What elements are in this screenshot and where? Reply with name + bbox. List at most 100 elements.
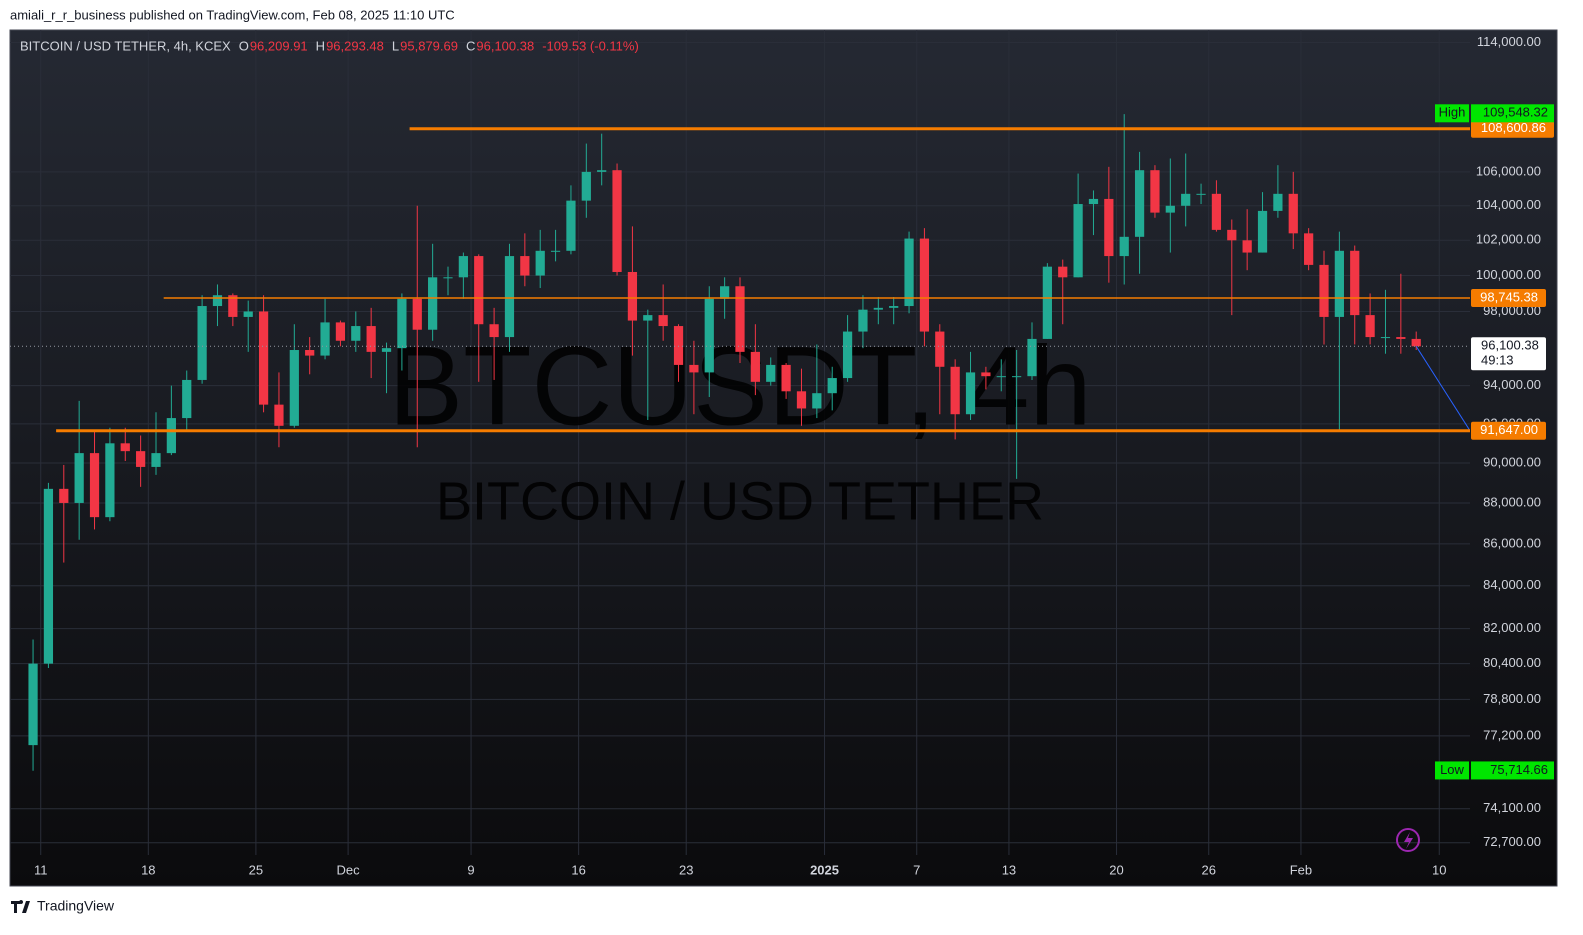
- trend-projection: [1415, 346, 1470, 431]
- candle-body: [1350, 250, 1360, 316]
- candle-body: [1334, 250, 1344, 317]
- y-tick-label: 90,000.00: [1483, 454, 1541, 469]
- candle-body: [166, 418, 176, 454]
- candle-body: [1227, 229, 1237, 241]
- candle-body: [1257, 210, 1268, 253]
- grid: [10, 30, 1470, 855]
- candle-body: [520, 256, 530, 276]
- level-box: [1471, 421, 1546, 440]
- countdown: 49:13: [1481, 353, 1514, 368]
- candle-body: [320, 322, 330, 356]
- range-value: 75,714.66: [1490, 762, 1548, 777]
- x-tick-label: 20: [1109, 862, 1123, 877]
- x-tick-label: 7: [913, 862, 920, 877]
- candle-body: [105, 443, 115, 518]
- candle-body: [335, 322, 346, 341]
- y-tick-label: 104,000.00: [1476, 197, 1541, 212]
- candle-body: [935, 331, 945, 367]
- candle-body: [766, 364, 776, 382]
- candle-body: [796, 391, 807, 409]
- candle-body: [1304, 233, 1314, 265]
- y-tick-label: 114,000.00: [1477, 34, 1541, 49]
- chart-pane: [9, 29, 1558, 887]
- candle-body: [1242, 240, 1252, 253]
- candle-body: [597, 170, 607, 172]
- range-value-box: [1471, 104, 1554, 123]
- legend: BITCOIN / USD TETHER, 4h, KCEX O 96,209.91…: [20, 38, 639, 53]
- alert-icon[interactable]: [1396, 828, 1420, 852]
- candle-body: [258, 311, 269, 405]
- candle-body: [428, 277, 438, 330]
- x-tick-label: 23: [679, 862, 693, 877]
- y-tick-label: 77,200.00: [1483, 727, 1541, 742]
- range-value: 109,548.32: [1483, 105, 1548, 120]
- y-tick-label: 106,000.00: [1476, 163, 1541, 178]
- candle-body: [120, 443, 130, 452]
- candle-body: [1012, 376, 1022, 378]
- candle-body: [381, 348, 392, 352]
- plot: [10, 114, 1470, 771]
- range-name: Low: [1440, 762, 1464, 777]
- y-tick-label: 72,700.00: [1483, 834, 1541, 849]
- candle-body: [197, 306, 207, 380]
- candle-body: [1119, 236, 1129, 257]
- y-tick-label: 80,400.00: [1483, 655, 1541, 670]
- x-tick-label: 25: [249, 862, 263, 877]
- legend-high-name: H: [316, 38, 325, 53]
- legend-open: 96,209.91: [250, 38, 308, 53]
- candle-body: [1042, 266, 1052, 339]
- price-axis: 114,000.00 106,000.00 104,000.00 102,000.00…: [1476, 34, 1541, 849]
- candle-body: [720, 286, 730, 299]
- legend-symbol: BITCOIN / USD TETHER, 4h, KCEX: [20, 38, 231, 53]
- x-tick-label: 13: [1002, 862, 1016, 877]
- legend-close-name: C: [466, 38, 475, 53]
- candle-body: [981, 372, 991, 377]
- candle-body: [889, 306, 899, 308]
- candle-body: [950, 366, 960, 415]
- candle-body: [136, 451, 146, 467]
- candle-body: [1288, 193, 1298, 234]
- alert-bolt: [1404, 832, 1413, 849]
- candle-body: [474, 256, 484, 325]
- candle-body: [151, 453, 161, 467]
- candle-body: [1073, 204, 1083, 278]
- range-name: High: [1439, 105, 1466, 120]
- y-tick-label: 82,000.00: [1483, 620, 1541, 635]
- candle-body: [535, 250, 545, 276]
- x-tick-label: 16: [571, 862, 585, 877]
- level-box: [1471, 288, 1546, 307]
- candle-body: [827, 378, 837, 394]
- candle-body: [1058, 266, 1068, 278]
- tv-logo: [11, 900, 30, 913]
- candle-body: [673, 326, 684, 365]
- candle-body: [228, 295, 238, 317]
- candle-body: [919, 238, 930, 332]
- candle-body: [1380, 337, 1391, 339]
- candle-body: [1196, 193, 1206, 195]
- candle-body: [458, 256, 468, 278]
- level-box: [1471, 119, 1554, 138]
- candle-body: [812, 393, 822, 409]
- candle-body: [781, 364, 791, 392]
- candle-body: [658, 315, 668, 327]
- candle-body: [366, 326, 376, 352]
- candle-body: [1396, 337, 1406, 339]
- footer-brand: TradingView: [37, 898, 115, 914]
- candle-body: [305, 350, 315, 356]
- candle-body: [1104, 198, 1114, 257]
- candle-body: [643, 315, 653, 321]
- x-tick-label: 18: [141, 862, 155, 877]
- candle-body: [842, 331, 853, 379]
- candle-body: [1365, 315, 1375, 338]
- candle-body: [1165, 205, 1175, 213]
- candle-body: [566, 200, 576, 251]
- x-tick-label: 9: [467, 862, 474, 877]
- publish-note: amiali_r_r_business published on Trading…: [10, 7, 455, 22]
- candle-body: [397, 298, 407, 349]
- level-label: 108,600.86: [1481, 120, 1546, 135]
- candle-body: [74, 453, 84, 503]
- range-value-box: [1471, 761, 1554, 780]
- legend-change: -109.53 (-0.11%): [542, 38, 639, 53]
- x-tick-label: 10: [1432, 862, 1446, 877]
